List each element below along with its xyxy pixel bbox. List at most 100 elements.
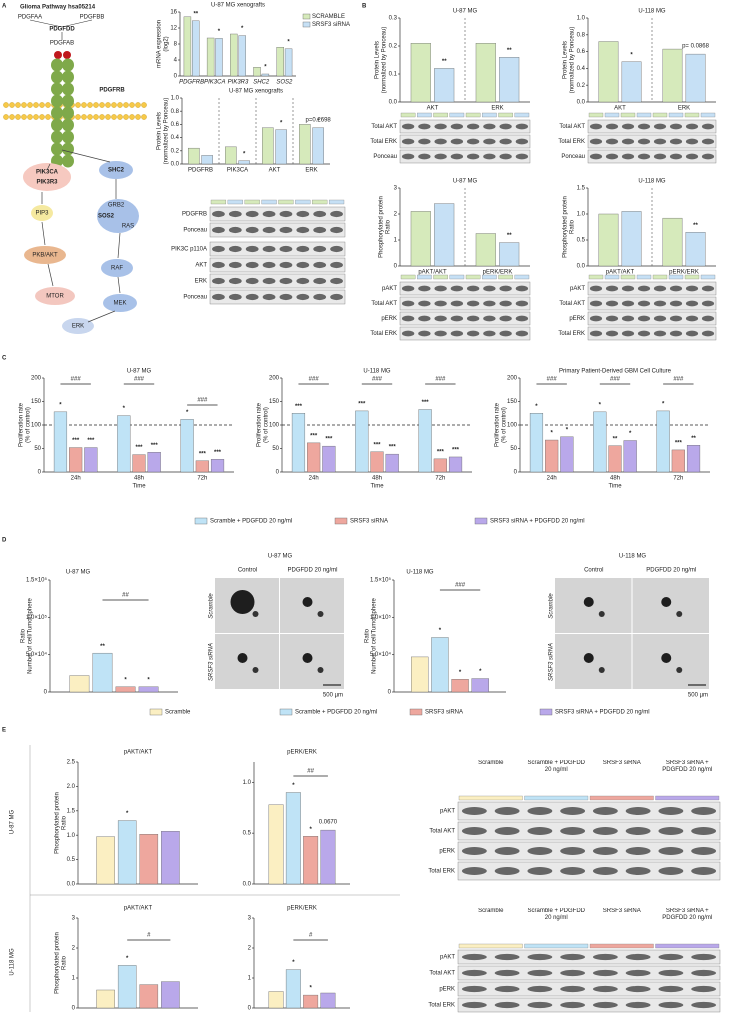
blot-band xyxy=(685,315,699,322)
bar xyxy=(291,413,306,473)
blot-band xyxy=(461,867,487,875)
lane-key xyxy=(652,274,668,280)
bar xyxy=(545,439,559,473)
x-tick-label: pAKT/AKT xyxy=(418,270,447,276)
blot-band xyxy=(296,261,310,269)
blot-band xyxy=(669,315,683,322)
significance: ** xyxy=(507,233,512,239)
y-axis-label: Ratio xyxy=(62,955,68,970)
lane-key xyxy=(227,199,243,205)
membrane-lipid xyxy=(111,102,117,108)
blot-band xyxy=(589,285,603,292)
lane-key xyxy=(433,112,448,118)
blot-band xyxy=(685,285,699,292)
blot-band xyxy=(483,153,496,160)
chart-title: U-118 MG xyxy=(638,179,666,185)
blot-band xyxy=(330,277,343,285)
blot xyxy=(587,281,717,296)
y-tick-label: 5.0×10⁴ xyxy=(370,651,392,658)
y-tick-label: 0.0 xyxy=(243,882,252,888)
row-label: U-118 MG xyxy=(10,948,16,976)
blot-label: ERK xyxy=(195,279,207,285)
pathway-node xyxy=(103,294,137,312)
bar xyxy=(69,447,83,473)
blot-band xyxy=(701,300,715,307)
pathway-label: PDGFAA xyxy=(18,15,42,21)
tumorsphere xyxy=(676,667,683,673)
membrane-lipid xyxy=(45,114,51,120)
lane-key xyxy=(604,274,620,280)
bar xyxy=(268,804,284,885)
significance: *** xyxy=(135,445,143,451)
blot-band xyxy=(262,293,276,301)
bracket-label: ### xyxy=(435,377,446,383)
receptor-domain xyxy=(62,58,74,72)
tumorsphere xyxy=(230,590,255,614)
bar xyxy=(192,20,200,77)
blot-band xyxy=(499,315,512,322)
membrane-lipid xyxy=(135,102,141,108)
membrane-lipid xyxy=(123,102,129,108)
significance: *** xyxy=(310,433,318,439)
y-tick-label: 0.8 xyxy=(171,109,180,115)
blot-label: pERK xyxy=(439,849,455,855)
blot-band xyxy=(212,277,225,285)
bar xyxy=(320,829,336,885)
pathway-arrows xyxy=(41,149,121,323)
bar xyxy=(139,834,159,885)
legend-label: Scramble + PDGFDD 20 ng/ml xyxy=(295,710,377,716)
y-axis-label: (% of control) xyxy=(26,407,32,443)
bar xyxy=(411,656,429,693)
blot xyxy=(457,949,721,965)
lane-label: SRSF3 siRNA + PDGFDD 20 ng/ml xyxy=(662,908,713,921)
y-tick-label: 150 xyxy=(507,399,518,405)
x-axis-label: Time xyxy=(608,484,622,490)
pathway-label: MTOR xyxy=(46,294,64,300)
scale-label: 500 µm xyxy=(323,693,343,699)
lane-label: SRSF3 siRNA xyxy=(602,908,641,914)
y-tick-label: 50 xyxy=(34,446,41,452)
x-axis-label: Time xyxy=(370,484,384,490)
blot-band xyxy=(262,261,276,269)
membrane-lipid xyxy=(3,114,9,120)
lane-key xyxy=(684,112,700,118)
y-tick-label: 1.0×10⁵ xyxy=(26,614,48,621)
pathway-label: PIP3 xyxy=(35,211,49,217)
blot-band xyxy=(296,277,310,285)
blot-band xyxy=(527,847,553,855)
significance: * xyxy=(292,783,295,789)
tumorsphere xyxy=(252,611,259,617)
blot-band xyxy=(658,1001,684,1009)
bar xyxy=(92,652,113,693)
blot xyxy=(457,981,721,997)
x-tick-label: PIK3CA xyxy=(204,80,225,86)
lane-key xyxy=(278,199,294,205)
y-tick-label: 100 xyxy=(507,423,518,429)
blot-band xyxy=(625,985,651,993)
y-tick-label: 0.5 xyxy=(67,857,76,863)
bar xyxy=(230,33,238,77)
blot-band xyxy=(296,210,310,218)
blot-band xyxy=(499,138,512,145)
blot xyxy=(399,134,531,149)
blot xyxy=(587,296,717,311)
blot-band xyxy=(262,277,276,285)
legend-swatch xyxy=(334,517,348,525)
pathway-label: PKB/AKT xyxy=(32,253,58,259)
bar xyxy=(261,73,270,77)
blot-band xyxy=(658,969,684,977)
blot-band xyxy=(691,847,717,855)
blot-label: Ponceau xyxy=(183,295,207,301)
blot-band xyxy=(450,153,464,160)
bar xyxy=(69,675,90,693)
y-axis-label: Phosphorylated protein xyxy=(55,792,61,854)
blot-band xyxy=(461,969,487,977)
blot-band xyxy=(450,138,464,145)
blot-band xyxy=(637,123,651,130)
membrane-lipid xyxy=(27,102,33,108)
y-tick-label: 0 xyxy=(44,690,48,696)
micrograph xyxy=(632,578,709,633)
receptor-domain xyxy=(51,142,63,156)
bar xyxy=(499,57,520,103)
